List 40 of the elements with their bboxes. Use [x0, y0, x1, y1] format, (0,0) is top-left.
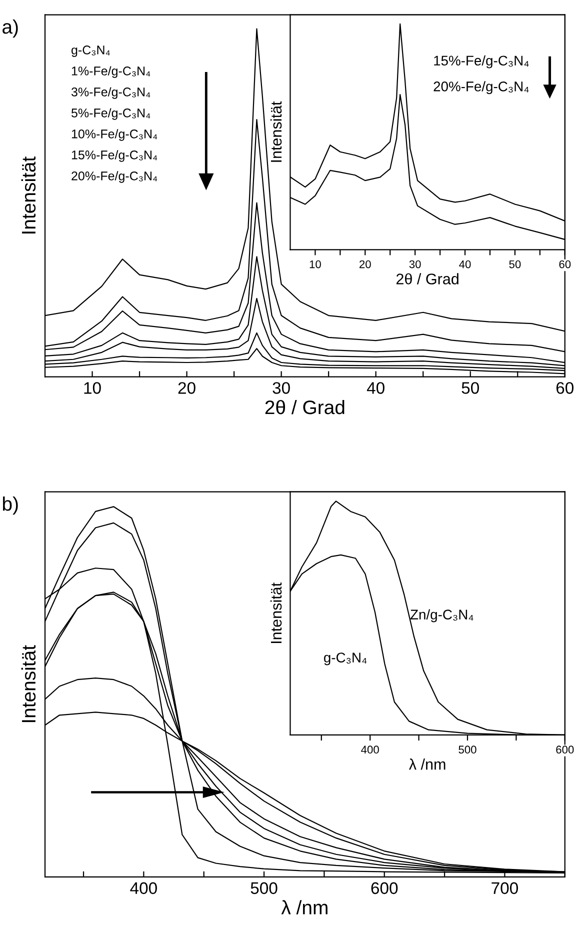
x-tick-label: 30 [409, 260, 421, 268]
x-tick-label: 50 [462, 382, 479, 394]
annotation: g-C₃N₄ [72, 46, 110, 57]
annotation: 20%-Fe/g-C₃N₄ [72, 171, 158, 183]
x-axis-title: λ /nm [408, 758, 446, 770]
x-tick-label: 40 [366, 382, 384, 394]
x-tick-label: 60 [556, 382, 574, 394]
y-axis-title: Intensität [270, 582, 282, 643]
y-axis-title: Intensität [21, 645, 36, 722]
annotation: 15%-Fe/g-C₃N₄ [72, 150, 158, 162]
x-tick-label: 30 [272, 382, 290, 394]
x-tick-label: 10 [310, 260, 321, 268]
x-tick-label: 500 [458, 746, 476, 754]
x-tick-label: 10 [84, 382, 101, 394]
x-axis-title: 2θ / Grad [396, 273, 458, 284]
annotation: 15%-Fe/g-C₃N₄ [434, 55, 529, 68]
x-tick-label: 400 [361, 746, 379, 754]
chart-title: b) [2, 496, 18, 515]
x-tick-label: 60 [559, 260, 571, 268]
x-tick-label: 500 [250, 882, 278, 894]
annotation: 20%-Fe/g-C₃N₄ [434, 81, 529, 94]
chart-title: a) [2, 19, 18, 38]
y-axis-title: Intensität [270, 101, 282, 162]
x-tick-label: 20 [360, 260, 371, 268]
x-tick-label: 600 [371, 882, 398, 894]
annotation: 1%-Fe/g-C₃N₄ [72, 66, 150, 78]
annotation: 5%-Fe/g-C₃N₄ [72, 108, 150, 120]
x-tick-label: 50 [509, 260, 521, 268]
x-tick-label: 600 [556, 746, 574, 754]
x-tick-label: 40 [459, 260, 471, 268]
series-label: Zn/g-C₃N₄ [410, 609, 474, 622]
x-tick-label: 400 [130, 882, 157, 894]
x-tick-label: 700 [492, 882, 518, 894]
y-axis-title: Intensität [21, 156, 36, 234]
annotation: 3%-Fe/g-C₃N₄ [71, 87, 150, 99]
series-label: g-C₃N₄ [324, 652, 367, 666]
x-tick-label: 20 [178, 382, 196, 394]
x-axis-title: λ /nm [281, 900, 328, 914]
annotation: 10%-Fe/g-C₃N₄ [72, 129, 158, 141]
x-axis-title: 2θ / Grad [265, 400, 344, 414]
